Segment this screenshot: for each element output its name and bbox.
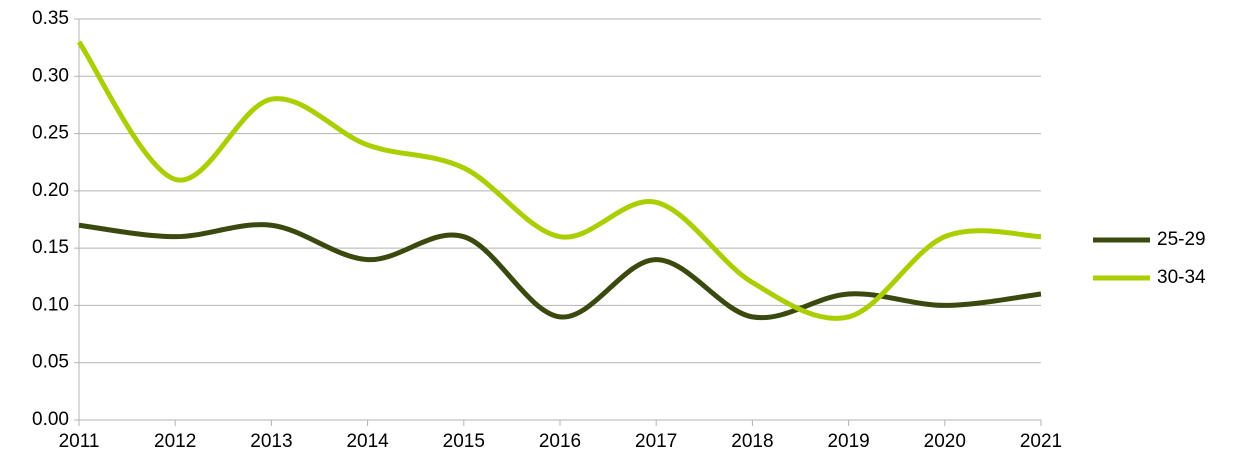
y-tick-label: 0.25 bbox=[32, 123, 69, 144]
legend-label: 25-29 bbox=[1157, 229, 1206, 250]
y-tick-label: 0.05 bbox=[32, 352, 69, 373]
series-line bbox=[78, 222, 1042, 321]
series-line bbox=[76, 40, 1042, 321]
y-tick-label: 0.15 bbox=[32, 237, 69, 258]
x-tick-label: 2017 bbox=[635, 431, 677, 452]
y-tick-label: 0.10 bbox=[32, 294, 69, 315]
y-tick-label: 0.30 bbox=[32, 65, 69, 86]
x-tick-label: 2012 bbox=[154, 431, 196, 452]
x-tick-label: 2014 bbox=[346, 431, 389, 452]
x-tick-label: 2019 bbox=[827, 431, 869, 452]
y-tick-label: 0.00 bbox=[32, 409, 69, 430]
y-tick-label: 0.20 bbox=[32, 180, 69, 201]
x-tick-label: 2020 bbox=[924, 431, 966, 452]
x-tick-label: 2021 bbox=[1020, 431, 1062, 452]
legend-label: 30-34 bbox=[1157, 267, 1206, 288]
x-tick-label: 2011 bbox=[59, 431, 100, 452]
x-tick-label: 2018 bbox=[731, 431, 773, 452]
y-tick-label: 0.35 bbox=[32, 8, 69, 29]
x-tick-label: 2016 bbox=[539, 431, 581, 452]
x-tick-label: 2013 bbox=[250, 431, 292, 452]
x-tick-label: 2015 bbox=[443, 431, 485, 452]
